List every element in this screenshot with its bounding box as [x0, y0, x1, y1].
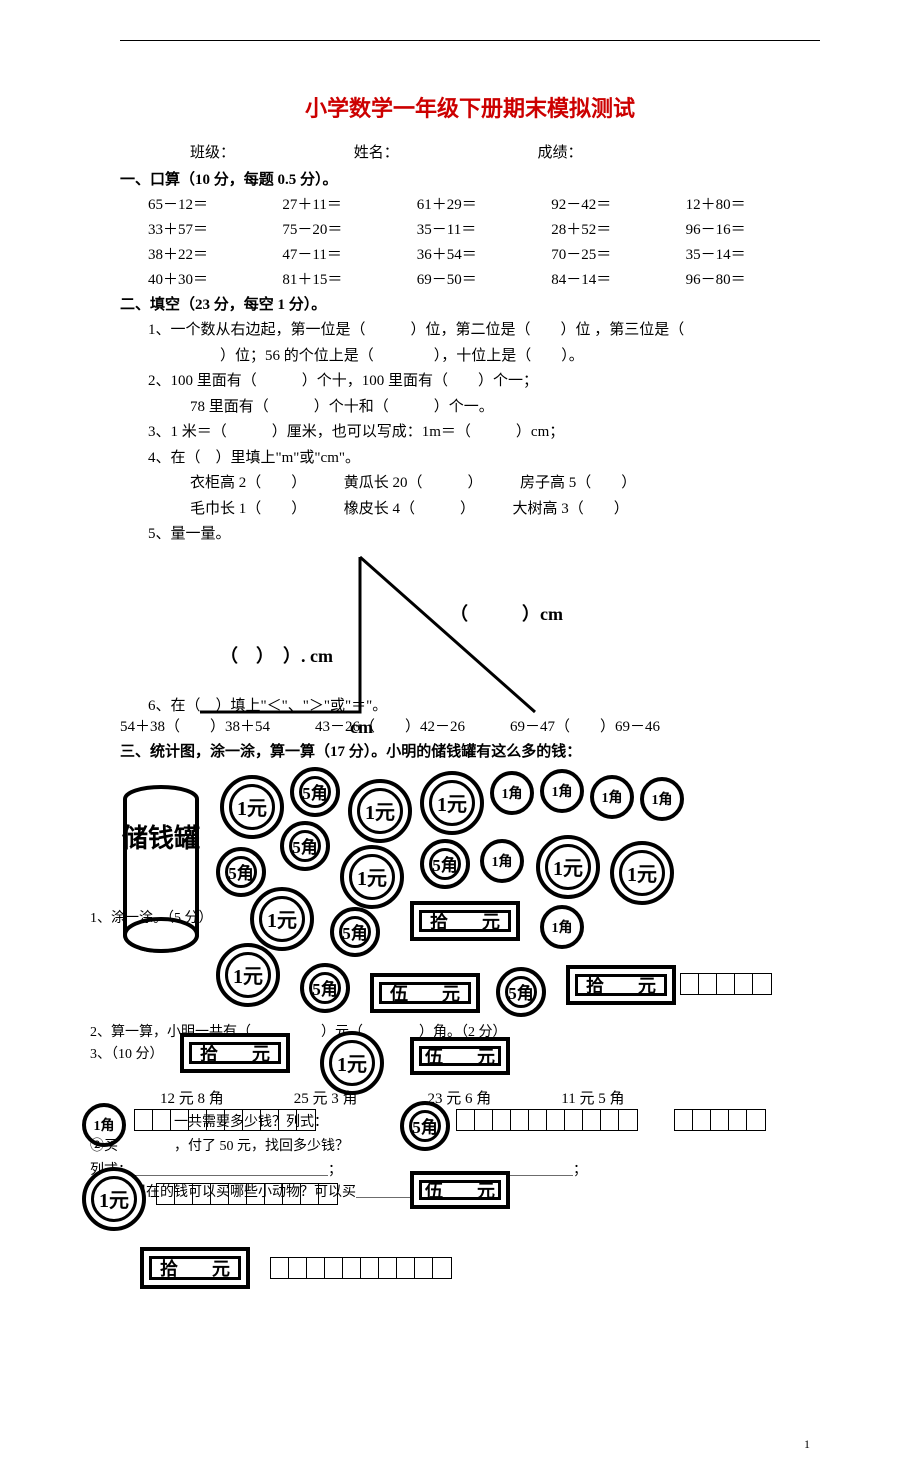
coin-5jiao: 5角: [280, 821, 330, 871]
page: 小学数学一年级下册期末模拟测试 班级： 姓名： 成绩： 一、口算（10 分，每题…: [0, 0, 920, 1472]
coin-1jiao: 1角: [480, 839, 524, 883]
coin-1yuan: 1元: [220, 775, 284, 839]
sub3: 3、（10 分）: [90, 1043, 164, 1063]
coin-5jiao: 5角: [420, 839, 470, 889]
price: 11 元 5 角: [561, 1087, 624, 1108]
calc-cell: 81＋15＝: [282, 268, 416, 289]
section1-head: 一、口算（10 分，每题 0.5 分）。: [120, 168, 820, 189]
calc-cell: 33＋57＝: [148, 218, 282, 239]
page-title: 小学数学一年级下册期末模拟测试: [120, 91, 820, 123]
coin-5jiao: 5角: [400, 1101, 450, 1151]
tally-boxes: [270, 1257, 452, 1279]
page-number: 1: [120, 1437, 820, 1452]
coin-1yuan: 1元: [82, 1167, 146, 1231]
calc-cell: 84－14＝: [551, 268, 685, 289]
tally-boxes: [134, 1109, 316, 1131]
bill-5: 伍 元: [370, 973, 480, 1013]
bill-10: 拾 元: [180, 1033, 290, 1073]
q4a: 衣柜高 2（ ） 黄瓜长 20（ ） 房子高 5（ ）: [120, 471, 820, 497]
expr: 列式：＿＿＿＿＿＿＿＿＿＿＿＿＿＿； ＿＿＿＿＿＿＿＿；: [90, 1159, 587, 1179]
section3-head: 三、统计图，涂一涂，算一算（17 分）。小明的储钱罐有这么多的钱：: [120, 740, 820, 761]
price-row: 12 元 8 角 25 元 3 角 23 元 6 角 11 元 5 角: [160, 1087, 625, 1108]
coin-1yuan: 1元: [320, 1031, 384, 1095]
coin-1yuan: 1元: [420, 771, 484, 835]
tally-boxes: [456, 1109, 638, 1131]
calc-cell: 12＋80＝: [686, 193, 820, 214]
coin-1yuan: 1元: [348, 779, 412, 843]
section2-head: 二、填空（23 分，每空 1 分）。: [120, 293, 820, 314]
bill-10: 拾 元: [140, 1247, 250, 1289]
cm-right: （ ）cm: [450, 600, 563, 626]
q1a: 1、一个数从右边起，第一位是（ ）位，第二位是（ ）位 ，第三位是（: [120, 318, 820, 344]
jar-label: 储钱罐: [120, 825, 202, 854]
piggy-bank: 储钱罐: [120, 785, 202, 955]
calc-cell: 35－11＝: [417, 218, 551, 239]
class-label: 班级：: [190, 141, 350, 162]
calc-cell: 38＋22＝: [148, 243, 282, 264]
triangle-icon: [180, 552, 540, 722]
coin-1yuan: 1元: [536, 835, 600, 899]
calc-grid: 65－12＝ 27＋11＝ 61＋29＝ 92－42＝ 12＋80＝ 33＋57…: [120, 193, 820, 289]
q2a: 2、100 里面有（ ）个十，100 里面有（ ）个一；: [120, 369, 820, 395]
calc-cell: 61＋29＝: [417, 193, 551, 214]
cm-base: cm: [350, 717, 373, 738]
calc-cell: 35－14＝: [686, 243, 820, 264]
coin-1jiao: 1角: [590, 775, 634, 819]
tally-boxes: [674, 1109, 766, 1131]
calc-cell: 36＋54＝: [417, 243, 551, 264]
price: 25 元 3 角: [294, 1087, 358, 1108]
calc-cell: 96－16＝: [686, 218, 820, 239]
price: 12 元 8 角: [160, 1087, 224, 1108]
coin-1jiao: 1角: [490, 771, 534, 815]
tally-boxes: [680, 973, 772, 995]
coin-1jiao: 1角: [540, 905, 584, 949]
tally-boxes: [156, 1183, 338, 1205]
coin-1jiao: 1角: [640, 777, 684, 821]
bill-10: 拾 元: [566, 965, 676, 1005]
q4b: 毛巾长 1（ ） 橡皮长 4（ ） 大树高 3（ ）: [120, 497, 820, 523]
calc-cell: 92－42＝: [551, 193, 685, 214]
coin-1jiao: 1角: [540, 769, 584, 813]
calc-cell: 40＋30＝: [148, 268, 282, 289]
q2b: 78 里面有（ ）个十和（ ）个一。: [120, 395, 820, 421]
calc-cell: 69－50＝: [417, 268, 551, 289]
sub1: 1、涂一涂。（5 分）: [90, 907, 213, 927]
coin-5jiao: 5角: [216, 847, 266, 897]
calc-cell: 27＋11＝: [282, 193, 416, 214]
name-label: 姓名：: [354, 141, 534, 162]
bill-5: 伍 元: [410, 1037, 510, 1075]
calc-cell: 96－80＝: [686, 268, 820, 289]
calc-cell: 70－25＝: [551, 243, 685, 264]
coin-1yuan: 1元: [250, 887, 314, 951]
coin-5jiao: 5角: [330, 907, 380, 957]
coin-1yuan: 1元: [610, 841, 674, 905]
q5: 5、量一量。: [120, 522, 820, 548]
calc-cell: 65－12＝: [148, 193, 282, 214]
coin-5jiao: 5角: [290, 767, 340, 817]
cm-left: （ ） ）. cm: [220, 642, 333, 668]
money-area: 储钱罐 1元 5角 1元 1元 1角 1角 1角 1角 5角 5角 1元 5角 …: [120, 767, 820, 1427]
coin-5jiao: 5角: [496, 967, 546, 1017]
bill-5: 伍 元: [410, 1171, 510, 1209]
buy2: ②买 ，付了 50 元，找回多少钱？: [90, 1135, 349, 1155]
bill-10: 拾 元: [410, 901, 520, 941]
triangle-diagram: （ ）cm （ ） ）. cm cm: [180, 552, 820, 722]
calc-cell: 47－11＝: [282, 243, 416, 264]
top-rule: [120, 40, 820, 41]
q4: 4、在（ ）里填上"m"或"cm"。: [120, 446, 820, 472]
coin-5jiao: 5角: [300, 963, 350, 1013]
coin-1yuan: 1元: [340, 845, 404, 909]
calc-cell: 28＋52＝: [551, 218, 685, 239]
calc-cell: 75－20＝: [282, 218, 416, 239]
score-label: 成绩：: [538, 141, 583, 162]
q1b: ）位；56 的个位上是（ ），十位上是（ ）。: [120, 344, 820, 370]
info-row: 班级： 姓名： 成绩：: [120, 141, 820, 162]
q3: 3、1 米＝（ ）厘米，也可以写成：1m＝（ ）cm；: [120, 420, 820, 446]
coin-1yuan: 1元: [216, 943, 280, 1007]
